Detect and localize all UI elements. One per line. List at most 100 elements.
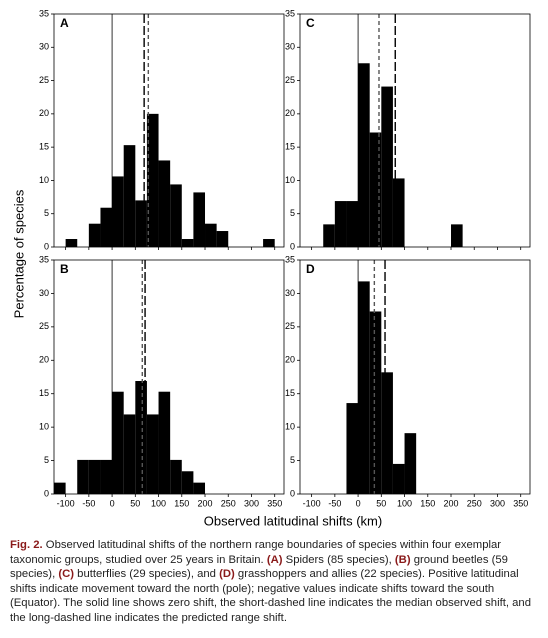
x-axis-label: Observed latitudinal shifts (km) (204, 513, 382, 528)
y-tick-label: 10 (39, 422, 49, 432)
bar (181, 471, 194, 494)
bar (263, 239, 275, 247)
x-tick-label: 50 (376, 498, 386, 508)
bar (334, 201, 347, 247)
x-tick-label: 50 (130, 498, 140, 508)
y-tick-label: 0 (44, 488, 49, 498)
x-tick-label: 300 (490, 498, 505, 508)
y-tick-label: 5 (44, 455, 49, 465)
x-tick-label: 200 (443, 498, 458, 508)
bar (100, 459, 113, 494)
bar (381, 372, 393, 494)
caption-text: (A) (266, 553, 283, 566)
y-tick-label: 30 (39, 288, 49, 298)
x-tick-label: 300 (244, 498, 259, 508)
caption-text: (C) (58, 568, 75, 581)
plot-frame (53, 259, 285, 495)
bar (88, 459, 101, 494)
x-tick-label: 250 (221, 498, 236, 508)
y-tick-label: 0 (44, 241, 49, 251)
bar (112, 176, 124, 247)
y-axis-label: Percentage of species (11, 189, 26, 318)
panel-label: D (306, 262, 315, 276)
x-tick-label: 250 (467, 498, 482, 508)
bar (146, 414, 159, 494)
y-tick-label: 25 (285, 75, 295, 85)
bar (346, 403, 359, 494)
x-tick-label: 100 (397, 498, 412, 508)
y-tick-label: 30 (285, 42, 295, 52)
y-tick-label: 35 (285, 8, 295, 18)
bar (123, 414, 136, 494)
y-tick-label: 20 (39, 355, 49, 365)
y-tick-label: 15 (285, 142, 295, 152)
bar (65, 239, 78, 247)
caption-text: (B) (394, 553, 411, 566)
bar (205, 223, 217, 247)
bar (369, 311, 382, 494)
y-tick-label: 15 (285, 388, 295, 398)
bar (381, 86, 393, 247)
bar (146, 113, 159, 247)
caption-text: Fig. 2. (10, 539, 43, 551)
bar (54, 482, 66, 494)
caption-text: Spiders (85 species), (282, 553, 395, 566)
bar (158, 391, 171, 494)
y-tick-label: 30 (39, 42, 49, 52)
bar (216, 231, 229, 247)
y-tick-label: 25 (39, 75, 49, 85)
x-tick-label: 350 (267, 498, 282, 508)
y-tick-label: 25 (285, 321, 295, 331)
bar (369, 132, 382, 247)
bar (451, 224, 463, 247)
caption-text: grasshoppers and allies (22 species). Po… (10, 568, 531, 624)
caption-text: ground beetles (59 species), (10, 553, 508, 581)
bar (123, 145, 136, 247)
x-tick-label: -50 (328, 498, 341, 508)
y-tick-label: 25 (39, 321, 49, 331)
bar (358, 63, 370, 248)
x-tick-label: 200 (197, 498, 212, 508)
x-tick-label: 350 (513, 498, 528, 508)
bar (100, 207, 113, 247)
y-tick-label: 5 (290, 455, 295, 465)
bar (392, 178, 405, 247)
y-tick-label: 20 (285, 108, 295, 118)
y-tick-label: 15 (39, 388, 49, 398)
x-tick-label: 0 (356, 498, 361, 508)
y-tick-label: 0 (290, 488, 295, 498)
caption-text: Observed latitudinal shifts of the north… (10, 539, 502, 566)
x-tick-label: 100 (151, 498, 166, 508)
bar (404, 433, 417, 494)
bar (158, 160, 171, 247)
bar (170, 184, 182, 247)
bar (346, 201, 359, 247)
y-tick-label: 10 (285, 175, 295, 185)
x-tick-label: 0 (110, 498, 115, 508)
y-tick-label: 20 (285, 355, 295, 365)
bar (323, 224, 335, 247)
y-tick-label: 0 (290, 241, 295, 251)
bar (135, 381, 147, 494)
bar (77, 459, 89, 494)
x-tick-label: 150 (420, 498, 435, 508)
bar (193, 192, 206, 247)
panel-label: B (60, 262, 69, 276)
x-tick-label: -50 (82, 498, 95, 508)
caption: Fig. 2. Observed latitudinal shifts of t… (10, 538, 538, 626)
x-tick-label: -100 (57, 498, 75, 508)
bar (170, 459, 182, 494)
bar (358, 281, 370, 494)
caption-text: (D) (219, 568, 235, 581)
panel-label: A (60, 16, 69, 30)
x-tick-label: -100 (303, 498, 321, 508)
y-tick-label: 10 (39, 175, 49, 185)
y-tick-label: 20 (39, 108, 49, 118)
y-tick-label: 5 (44, 208, 49, 218)
figure: Percentage of species Observed latitudin… (11, 8, 531, 528)
plot-frame (299, 13, 531, 248)
panel-label: C (306, 16, 315, 30)
y-tick-label: 15 (39, 142, 49, 152)
y-tick-label: 35 (39, 254, 49, 264)
